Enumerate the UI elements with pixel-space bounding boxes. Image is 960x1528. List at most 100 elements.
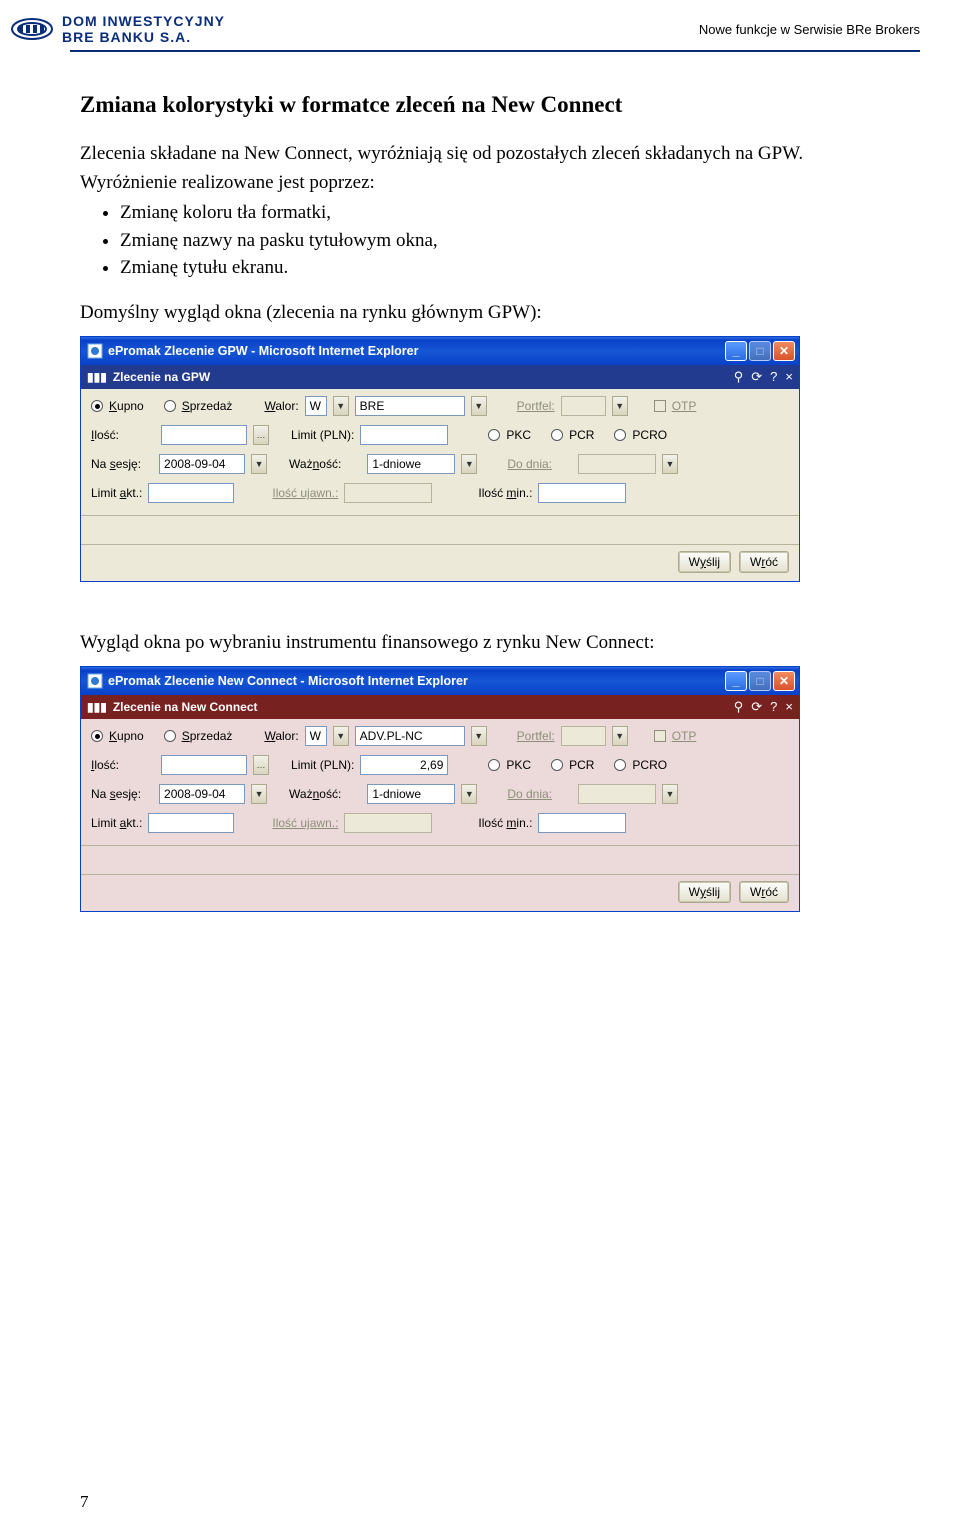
pkc-label: PKC bbox=[506, 428, 531, 442]
pin-icon[interactable]: ⚲ bbox=[734, 369, 744, 385]
otp-checkbox[interactable] bbox=[654, 730, 666, 742]
pcro-radio[interactable] bbox=[614, 759, 626, 771]
dropdown-icon[interactable]: ▼ bbox=[251, 454, 267, 474]
dropdown-icon[interactable]: ▼ bbox=[251, 784, 267, 804]
do-dnia-input bbox=[578, 784, 656, 804]
ilosc-min-input[interactable] bbox=[538, 483, 626, 503]
document-title: Nowe funkcje w Serwisie BRe Brokers bbox=[699, 22, 920, 37]
bars-icon: ▮▮▮ bbox=[87, 700, 107, 714]
window-minimize-button[interactable]: _ bbox=[725, 341, 747, 361]
portfel-input bbox=[561, 396, 606, 416]
limit-akt-input[interactable] bbox=[148, 483, 234, 503]
bullet-list: Zmianę koloru tła formatki, Zmianę nazwy… bbox=[120, 199, 880, 282]
brand-logo-icon bbox=[10, 12, 54, 46]
dropdown-icon[interactable]: ▼ bbox=[461, 454, 477, 474]
pkc-radio[interactable] bbox=[488, 759, 500, 771]
bullet-item: Zmianę nazwy na pasku tytułowym okna, bbox=[120, 227, 880, 255]
pkc-label: PKC bbox=[506, 758, 531, 772]
sprzedaz-label: Sprzedaż bbox=[182, 729, 233, 743]
kupno-radio[interactable] bbox=[91, 730, 103, 742]
na-sesje-label: Na sesję: bbox=[91, 787, 141, 801]
wroc-button[interactable]: Wróć bbox=[739, 551, 789, 573]
waznosc-select[interactable]: 1-dniowe bbox=[367, 784, 455, 804]
walor-type-select[interactable]: W bbox=[305, 396, 327, 416]
dropdown-icon[interactable]: ▼ bbox=[662, 784, 678, 804]
limit-akt-label: Limit akt.: bbox=[91, 816, 142, 830]
window-nc: ePromak Zlecenie New Connect - Microsoft… bbox=[80, 666, 800, 912]
dropdown-icon[interactable]: ▼ bbox=[471, 396, 487, 416]
wyslij-button[interactable]: Wyślij bbox=[678, 881, 731, 903]
pin-icon[interactable]: ⚲ bbox=[734, 699, 744, 715]
walor-select[interactable]: ADV.PL-NC bbox=[355, 726, 465, 746]
refresh-icon[interactable]: ⟳ bbox=[751, 369, 762, 385]
kupno-label: Kupno bbox=[109, 399, 144, 413]
ilosc-min-input[interactable] bbox=[538, 813, 626, 833]
limit-input[interactable]: 2,69 bbox=[360, 755, 448, 775]
otp-label: OTP bbox=[672, 399, 697, 413]
do-dnia-input bbox=[578, 454, 656, 474]
pcr-radio[interactable] bbox=[551, 429, 563, 441]
form-body-gpw: Kupno Sprzedaż Walor: W ▼ BRE ▼ Portfel: bbox=[81, 389, 799, 515]
panel-title: Zlecenie na New Connect bbox=[113, 700, 734, 714]
window-close-button[interactable]: ✕ bbox=[773, 671, 795, 691]
window-minimize-button[interactable]: _ bbox=[725, 671, 747, 691]
wyslij-button[interactable]: Wyślij bbox=[678, 551, 731, 573]
pkc-radio[interactable] bbox=[488, 429, 500, 441]
kupno-radio[interactable] bbox=[91, 400, 103, 412]
limit-akt-input[interactable] bbox=[148, 813, 234, 833]
refresh-icon[interactable]: ⟳ bbox=[751, 699, 762, 715]
dropdown-icon[interactable]: ▼ bbox=[333, 396, 349, 416]
wroc-button[interactable]: Wróć bbox=[739, 881, 789, 903]
ie-page-icon bbox=[87, 673, 103, 689]
na-sesje-select[interactable]: 2008-09-04 bbox=[159, 784, 245, 804]
ilosc-ujawn-input bbox=[344, 483, 432, 503]
limit-akt-label: Limit akt.: bbox=[91, 486, 142, 500]
ilosc-ujawn-label: Ilość ujawn.: bbox=[272, 486, 338, 500]
dropdown-icon[interactable]: ▼ bbox=[662, 454, 678, 474]
window-close-button[interactable]: ✕ bbox=[773, 341, 795, 361]
dropdown-icon[interactable]: ▼ bbox=[461, 784, 477, 804]
limit-input[interactable] bbox=[360, 425, 448, 445]
ilosc-label: Ilość: bbox=[91, 428, 119, 442]
dropdown-icon[interactable]: ▼ bbox=[612, 726, 628, 746]
waznosc-label: Ważność: bbox=[289, 787, 341, 801]
window-maximize-button[interactable]: □ bbox=[749, 671, 771, 691]
kupno-label: Kupno bbox=[109, 729, 144, 743]
ilosc-ujawn-input bbox=[344, 813, 432, 833]
dropdown-icon[interactable]: ▼ bbox=[612, 396, 628, 416]
pcro-label: PCRO bbox=[632, 758, 667, 772]
window-maximize-button[interactable]: □ bbox=[749, 341, 771, 361]
ilosc-input[interactable] bbox=[161, 425, 247, 445]
na-sesje-select[interactable]: 2008-09-04 bbox=[159, 454, 245, 474]
panel-header-gpw: ▮▮▮ Zlecenie na GPW ⚲ ⟳ ? × bbox=[81, 365, 799, 389]
limit-label: Limit (PLN): bbox=[291, 758, 354, 772]
sprzedaz-radio[interactable] bbox=[164, 730, 176, 742]
close-icon[interactable]: × bbox=[785, 369, 793, 385]
dropdown-icon[interactable]: ▼ bbox=[471, 726, 487, 746]
waznosc-select[interactable]: 1-dniowe bbox=[367, 454, 455, 474]
pcr-radio[interactable] bbox=[551, 759, 563, 771]
otp-checkbox[interactable] bbox=[654, 400, 666, 412]
ellipsis-icon[interactable]: … bbox=[253, 755, 269, 775]
ilosc-input[interactable] bbox=[161, 755, 247, 775]
page-number: 7 bbox=[80, 1492, 89, 1512]
ilosc-label: Ilość: bbox=[91, 758, 119, 772]
logo-text-2: BRE BANKU S.A. bbox=[62, 29, 225, 45]
help-icon[interactable]: ? bbox=[770, 699, 777, 715]
pcro-label: PCRO bbox=[632, 428, 667, 442]
window-title: ePromak Zlecenie GPW - Microsoft Interne… bbox=[108, 344, 723, 358]
screenshot-caption-2: Wygląd okna po wybraniu instrumentu fina… bbox=[80, 632, 880, 654]
close-icon[interactable]: × bbox=[785, 699, 793, 715]
help-icon[interactable]: ? bbox=[770, 369, 777, 385]
walor-label: Walor: bbox=[264, 729, 298, 743]
dropdown-icon[interactable]: ▼ bbox=[333, 726, 349, 746]
walor-select[interactable]: BRE bbox=[355, 396, 465, 416]
form-body-nc: Kupno Sprzedaż Walor: W ▼ ADV.PL-NC ▼ Po… bbox=[81, 719, 799, 845]
logo-text-1: DOM INWESTYCYJNY bbox=[62, 13, 225, 29]
pcro-radio[interactable] bbox=[614, 429, 626, 441]
sprzedaz-radio[interactable] bbox=[164, 400, 176, 412]
sprzedaz-label: Sprzedaż bbox=[182, 399, 233, 413]
ellipsis-icon[interactable]: … bbox=[253, 425, 269, 445]
walor-type-select[interactable]: W bbox=[305, 726, 327, 746]
do-dnia-label: Do dnia: bbox=[507, 787, 552, 801]
